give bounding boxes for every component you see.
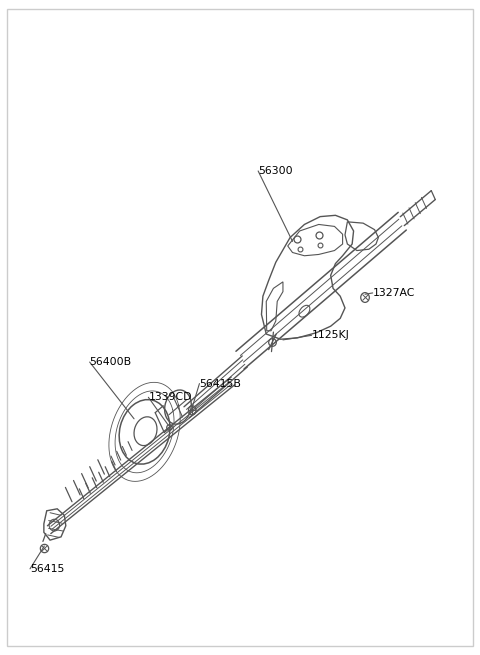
Text: 56415B: 56415B	[199, 379, 241, 388]
Text: 56400B: 56400B	[90, 357, 132, 367]
Text: 1125KJ: 1125KJ	[312, 330, 349, 341]
Text: 56415: 56415	[30, 564, 64, 574]
Text: 56300: 56300	[258, 166, 293, 176]
Text: 1327AC: 1327AC	[372, 288, 415, 298]
Text: 1339CD: 1339CD	[148, 392, 192, 402]
